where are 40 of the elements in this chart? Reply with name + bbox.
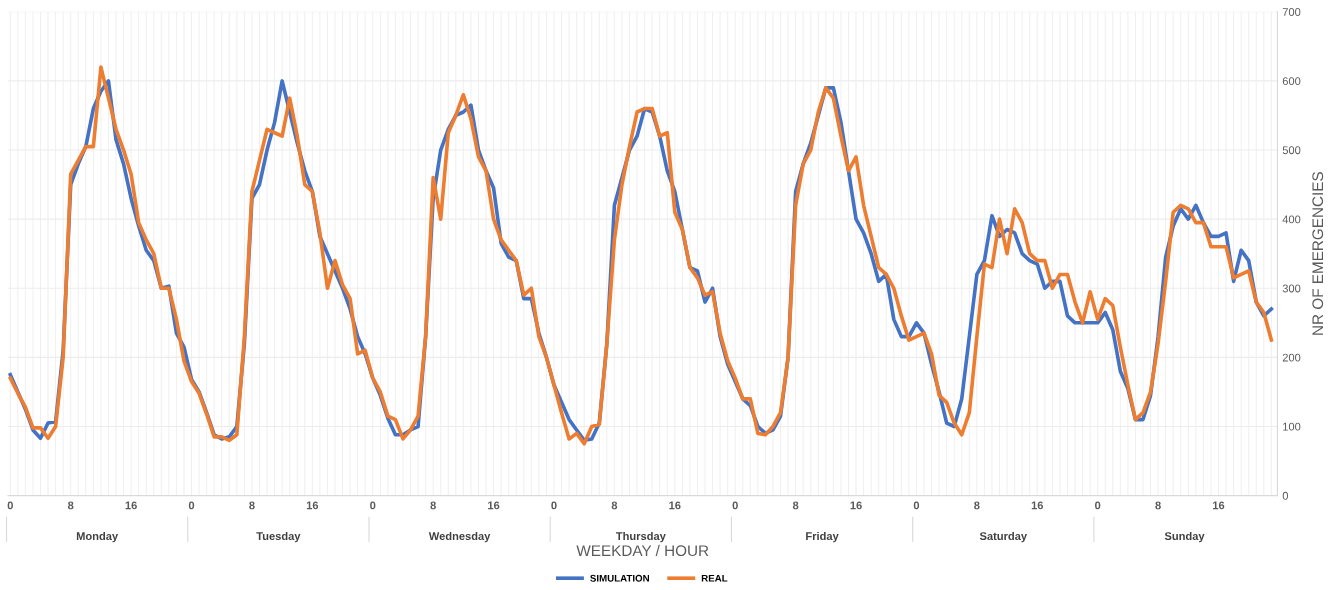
y-tick-label: 700 (1282, 8, 1301, 16)
x-tick-label: 8 (430, 501, 436, 510)
text: Tuesday (256, 531, 301, 543)
y-tick-label: 0 (1282, 491, 1289, 500)
text: Wednesday (428, 531, 491, 543)
x-axis-title: WEEKDAY / HOUR (576, 544, 709, 557)
x-tick-label: 16 (306, 501, 319, 510)
text: Friday (806, 531, 839, 543)
x-tick-label: 0 (551, 501, 557, 510)
y-tick-label: 300 (1282, 284, 1301, 293)
x-tick-label: 8 (974, 501, 980, 510)
y-tick-label: 600 (1282, 77, 1301, 86)
y-tick-label: 100 (1283, 422, 1301, 431)
legend-label: REAL (701, 574, 728, 582)
x-tick-label: 0 (913, 501, 920, 510)
x-tick-label: 16 (488, 501, 500, 510)
y-tick-label: 200 (1282, 353, 1301, 362)
x-tick-label: 16 (850, 501, 862, 510)
y-axis-title: NR OF EMERGENCIES (1312, 172, 1324, 335)
x-tick-label: 16 (1031, 501, 1044, 510)
x-tick-label: 16 (669, 501, 681, 510)
x-tick-label: 8 (249, 501, 255, 510)
y-tick-label: 500 (1282, 146, 1301, 155)
y-tick-label: 400 (1282, 215, 1301, 224)
legend-label: SIMULATION (590, 574, 649, 582)
text: Sunday (1164, 531, 1205, 543)
x-tick-label: 0 (188, 501, 195, 510)
x-tick-label: 0 (732, 501, 738, 510)
x-tick-label: 8 (611, 501, 618, 510)
x-tick-label: 8 (1155, 501, 1161, 510)
x-tick-label: 0 (1095, 501, 1101, 510)
x-tick-label: 8 (67, 501, 74, 510)
x-tick-label: 0 (370, 501, 376, 510)
text: Saturday (979, 531, 1028, 543)
x-tick-label: 16 (125, 501, 137, 510)
x-tick-label: 8 (792, 501, 799, 510)
text: Monday (76, 531, 119, 543)
x-tick-label: 0 (7, 501, 13, 510)
x-tick-label: 16 (1213, 501, 1225, 510)
text: Thursday (615, 531, 666, 543)
